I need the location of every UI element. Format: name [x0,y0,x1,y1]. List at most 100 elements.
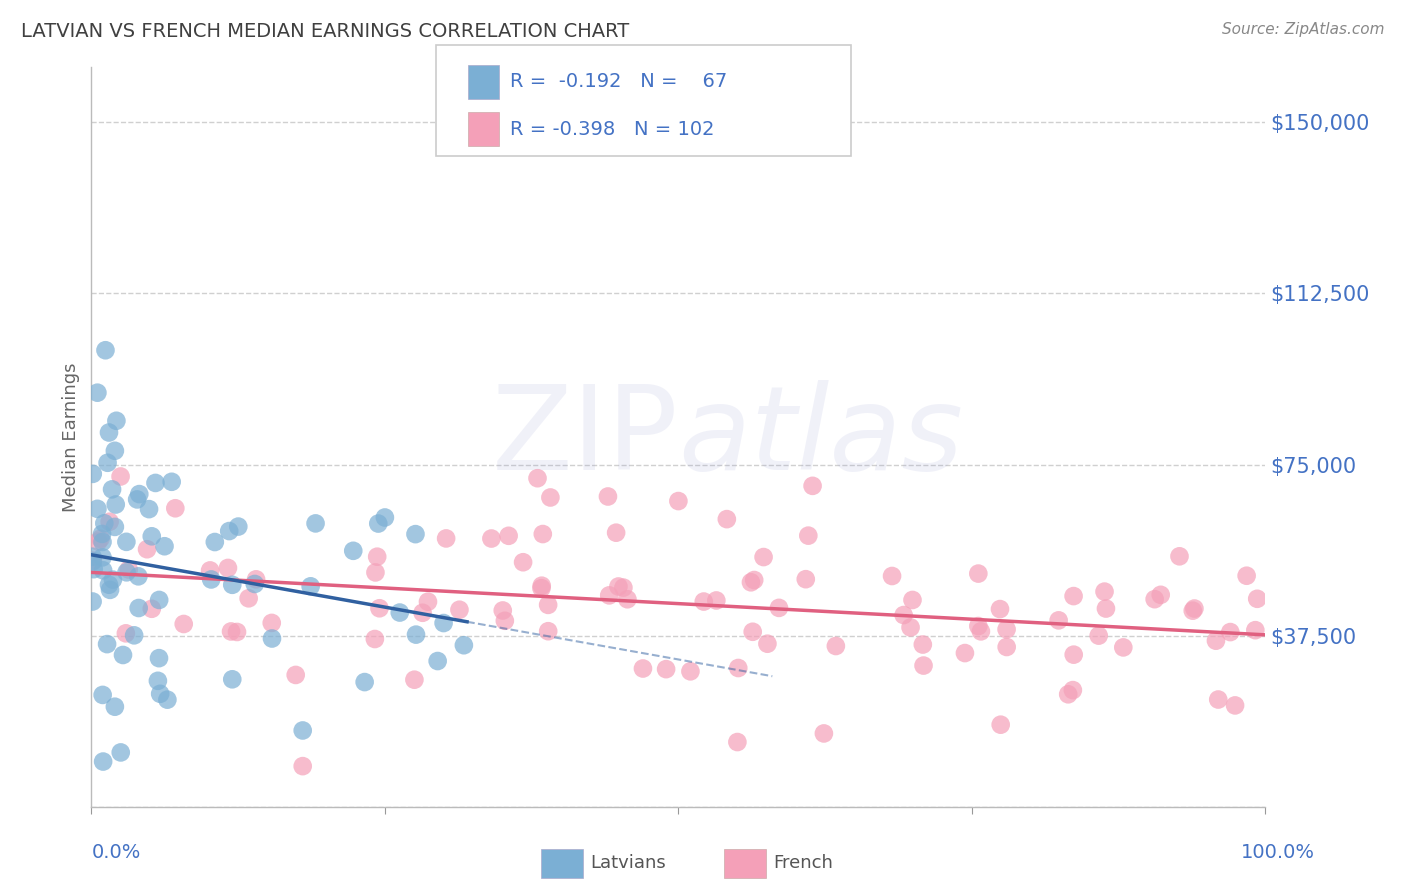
Point [104,520,127,534]
Point [87,534,110,549]
Point [426,654,449,668]
Point [752,550,775,565]
Point [512,555,534,569]
Point [127,569,149,583]
Point [342,544,364,558]
Point [494,614,516,628]
Point [173,617,195,632]
Point [198,563,221,577]
Point [824,639,846,653]
Point [136,542,159,557]
Point [596,490,619,504]
Point [1184,601,1206,615]
Point [880,569,903,583]
Point [128,601,150,615]
Point [1143,592,1166,607]
Point [1047,613,1070,627]
Point [405,627,427,641]
Point [148,651,170,665]
Point [86,501,108,516]
Point [221,578,243,592]
Point [145,475,167,490]
Point [1168,549,1191,564]
Point [243,577,266,591]
Text: 100.0%: 100.0% [1240,843,1315,862]
Point [91,688,114,702]
Point [598,588,620,602]
Point [364,632,387,646]
Point [794,572,817,586]
Point [704,593,727,607]
Point [388,606,411,620]
Point [404,673,426,687]
Point [1095,601,1118,615]
Point [97,456,120,470]
Point [742,573,765,587]
Point [531,527,554,541]
Point [291,759,314,773]
Point [110,746,132,760]
Point [115,626,138,640]
Point [901,593,924,607]
Point [104,443,127,458]
Point [284,668,307,682]
Point [900,620,922,634]
Point [91,527,114,541]
Point [153,539,176,553]
Point [666,494,689,508]
Point [530,579,553,593]
Point [405,527,427,541]
Point [219,624,242,639]
Point [82,594,104,608]
Point [217,561,239,575]
Text: Latvians: Latvians [591,855,666,872]
Point [82,467,104,481]
Point [988,602,1011,616]
Point [122,628,145,642]
Point [612,581,634,595]
Point [82,553,104,567]
Point [226,519,249,533]
Point [218,524,240,538]
Point [1063,589,1085,603]
Point [1219,625,1241,640]
Point [364,566,387,580]
Point [141,601,163,615]
Point [995,623,1018,637]
Y-axis label: Median Earnings: Median Earnings [62,362,80,512]
Point [127,492,149,507]
Point [990,717,1012,731]
Point [245,572,267,586]
Point [953,646,976,660]
Point [146,673,169,688]
Point [537,624,560,639]
Text: Source: ZipAtlas.com: Source: ZipAtlas.com [1222,22,1385,37]
Point [204,535,226,549]
Point [98,578,121,592]
Point [498,529,520,543]
Point [299,579,322,593]
Point [453,638,475,652]
Point [1236,568,1258,582]
Text: atlas: atlas [678,380,963,494]
Point [91,755,114,769]
Point [94,343,117,358]
Point [1206,692,1229,706]
Point [111,648,134,662]
Point [970,624,993,639]
Point [260,615,283,630]
Point [291,723,314,738]
Text: LATVIAN VS FRENCH MEDIAN EARNINGS CORRELATION CHART: LATVIAN VS FRENCH MEDIAN EARNINGS CORREL… [21,22,630,41]
Point [1244,623,1267,637]
Point [741,624,763,639]
Point [93,516,115,531]
Point [1205,633,1227,648]
Point [912,658,935,673]
Point [655,662,678,676]
Point [98,425,121,440]
Text: ZIP: ZIP [492,380,678,494]
Point [716,512,738,526]
Point [226,624,249,639]
Point [432,615,454,630]
Point [165,501,187,516]
